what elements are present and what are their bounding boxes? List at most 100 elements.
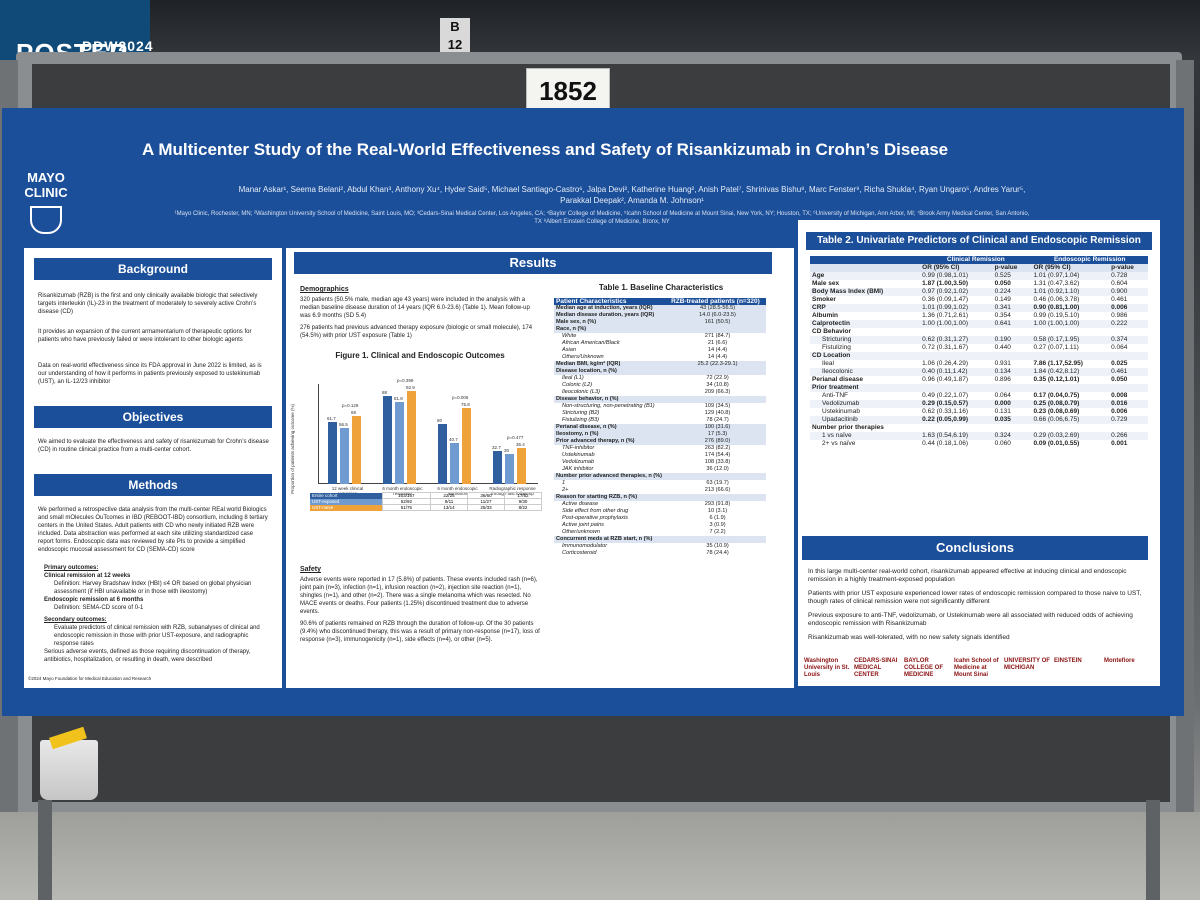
table2-cell	[1031, 424, 1109, 432]
table2-label: CRP	[812, 304, 826, 311]
table2-cell	[1109, 424, 1148, 432]
table1-value: 25.2 (22.3-29.1)	[669, 361, 766, 368]
table2-cell: 7.86 (1.17,52.95)	[1033, 360, 1083, 367]
table1-value: 109 (34.5)	[704, 403, 731, 409]
table1-value: 34 (10.8)	[706, 382, 729, 388]
table2-cell: 0.006	[1111, 304, 1128, 311]
table1-value: 36 (12.0)	[706, 466, 729, 472]
table2-cell: 0.23 (0.08,0.69)	[1033, 408, 1080, 415]
left-panel: Background Risankizumab (RZB) is the fir…	[24, 248, 282, 688]
table1-value: 14.0 (6.0-23.5)	[669, 312, 766, 319]
table2-cell: 0.025	[1111, 360, 1128, 367]
table2-cell: 1.84 (0.42,8.12)	[1033, 368, 1080, 375]
table1-title: Table 1. Baseline Characteristics	[598, 283, 724, 292]
table2-cell: 0.49 (0.22,1.07)	[922, 392, 969, 399]
p-value-label: p=0.477	[507, 434, 524, 440]
table2-cell	[920, 384, 992, 392]
clinical-remission-definition: Definition: Harvey Bradshaw Index (HBI) …	[54, 581, 252, 595]
poster-number-card: 1852	[526, 68, 610, 114]
table2-row: Smoker 0.36 (0.09,1.47) 0.149 0.46 (0.06,3.…	[810, 296, 1148, 304]
table1-label: Number prior advanced therapies, n (%)	[554, 473, 670, 480]
table2-cell: 1.01 (0.99,1.02)	[922, 304, 969, 311]
table1-col1: Patient Characteristics	[556, 298, 627, 305]
sponsor-logo: EINSTEIN	[1054, 658, 1082, 664]
table1-label: Other/unknown	[562, 529, 600, 535]
conclusion-4: Risankizumab was well-tolerated, with no…	[808, 634, 1010, 641]
table1-label: Vedolizumab	[562, 459, 595, 465]
table1-value: 14 (4.4)	[707, 354, 728, 360]
table2-cell	[993, 328, 1032, 336]
table1-label: 1	[562, 480, 566, 486]
chart-bar	[328, 422, 337, 484]
table2-cell: 1.63 (0.54,6.19)	[922, 432, 969, 439]
conclusion-3: Previous exposure to anti-TNF, vedolizum…	[808, 612, 1133, 627]
table1-label: Median disease duration, years (IQR)	[554, 312, 670, 319]
table2-label: CD Location	[812, 352, 851, 359]
table1-value	[669, 536, 766, 543]
table2-cell	[993, 352, 1032, 360]
background-p2: It provides an expansion of the current …	[38, 329, 252, 343]
table2-label: Perianal disease	[812, 376, 863, 383]
table2-cell: 0.461	[1111, 296, 1128, 303]
table1-row: Asian 14 (4.4)	[554, 347, 766, 354]
table2-cell: 0.27 (0.07,1.11)	[1033, 344, 1079, 351]
results-panel: Results Demographics 320 patients (50.5%…	[286, 248, 794, 688]
table1-label: Ustekinumab	[562, 452, 595, 458]
table2-row: Perianal disease 0.96 (0.49,1.87) 0.896 0.3…	[810, 376, 1148, 384]
table1-row: Race, n (%)	[554, 326, 766, 333]
results-heading: Results	[294, 252, 772, 274]
table1-value: 209 (66.3)	[704, 389, 731, 395]
table2-cell: 0.40 (0.11,1.42)	[922, 368, 968, 375]
table2-label: 2+ vs naïve	[822, 440, 856, 447]
table1-row: Median age at induction, years (IQR) 43 (…	[554, 305, 766, 312]
table2-cell: 0.96 (0.49,1.87)	[922, 376, 969, 383]
bar-value-label: 40.7	[449, 437, 458, 443]
table2-row: Body Mass Index (BMI) 0.97 (0.92,1.02) 0.2…	[810, 288, 1148, 296]
table2-label: Body Mass Index (BMI)	[812, 288, 884, 295]
table1-value: 7 (2.2)	[709, 529, 726, 535]
endoscopic-remission-label: Endoscopic remission at 6 months	[44, 597, 144, 603]
table1-row: Colonic (L2) 34 (10.8)	[554, 382, 766, 389]
table2-cell	[1031, 352, 1109, 360]
legend-entry: Entire cohort	[310, 492, 383, 499]
table1-value	[669, 368, 766, 375]
table1-row: Perianal disease, n (%) 100 (31.6)	[554, 424, 766, 431]
table1-value: 78 (24.7)	[706, 417, 729, 423]
table2-cell: 0.36 (0.09,1.47)	[922, 296, 969, 303]
table1-label: Active joint pains	[562, 522, 604, 528]
bar-value-label: 92.9	[406, 385, 415, 391]
table1-label: Perianal disease, n (%)	[554, 424, 670, 431]
copyright: ©2024 Mayo Foundation for Medical Educat…	[28, 676, 152, 681]
chart-bar	[462, 408, 471, 484]
table2-cell: 0.97 (0.92,1.02)	[922, 288, 969, 295]
chart-bar	[505, 454, 514, 484]
table1-label: Stricturing (B2)	[562, 410, 600, 416]
table1-label: Ileocolonic (L3)	[562, 389, 600, 395]
table1-label: Ileostomy, n (%)	[554, 431, 670, 438]
table2-cell: 0.25 (0.08,0.79)	[1033, 400, 1080, 407]
table1-value: 14 (4.4)	[707, 347, 728, 353]
table2-cell: 0.001	[1111, 440, 1128, 447]
table2-cell: 0.641	[994, 320, 1011, 327]
chart-bar	[517, 447, 526, 484]
table2-row: Anti-TNF 0.49 (0.22,1.07) 0.064 0.17 (0.04,…	[810, 392, 1148, 400]
sponsor-logo: UNIVERSITY OF MICHIGAN	[1004, 658, 1050, 671]
table1-label: Median BMI, kg/m² (IQR)	[554, 361, 670, 368]
baseline-characteristics-table: Patient Characteristics RZB-treated pati…	[554, 298, 766, 557]
table1-label: Race, n (%)	[554, 326, 670, 333]
table1-row: Vedolizumab 108 (33.8)	[554, 459, 766, 466]
sponsor-logo: Montefiore	[1104, 658, 1135, 664]
clinical-remission-label: Clinical remission at 12 weeks	[44, 573, 131, 579]
table2-label: Upadacitinib	[822, 416, 858, 423]
table2-row: Age 0.99 (0.98,1.01) 0.525 1.01 (0.97,1.04)…	[810, 272, 1148, 280]
table2-group1: Clinical Remission	[946, 256, 1005, 263]
table2-row: Albumin 1.36 (0.71,2.61) 0.354 0.99 (0.19,5…	[810, 312, 1148, 320]
bar-value-label: 60	[437, 418, 443, 423]
table1-row: 2+ 213 (66.6)	[554, 487, 766, 494]
table1-label: 2+	[562, 487, 569, 493]
table2-label: Calprotectin	[812, 320, 850, 327]
right-panel: Table 2. Univariate Predictors of Clinic…	[798, 220, 1160, 686]
sponsor-logo: Washington University in St. Louis	[804, 658, 850, 678]
table2-cell: 0.896	[994, 376, 1011, 383]
table1-value: 213 (66.6)	[704, 487, 731, 493]
